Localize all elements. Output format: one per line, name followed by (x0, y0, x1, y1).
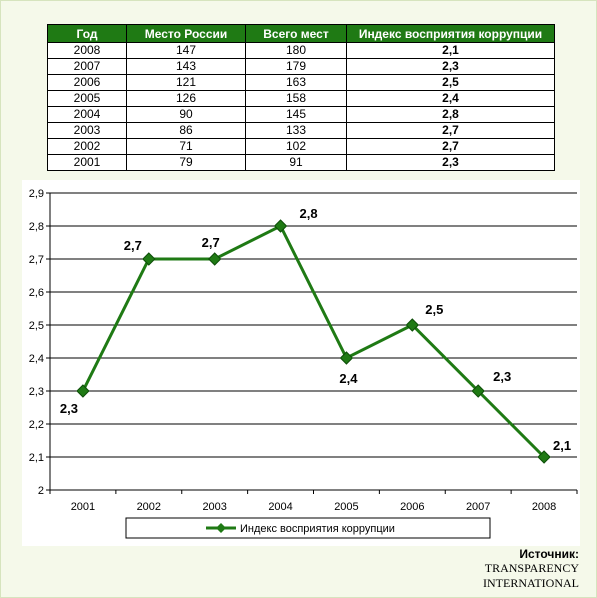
table-row: 2006 121 163 2,5 (47, 74, 555, 91)
legend-marker (216, 523, 226, 533)
table-cell: 2,5 (346, 74, 555, 91)
source-note: Источник: TRANSPARENCY INTERNATIONAL (483, 547, 579, 591)
x-tick-label: 2006 (400, 501, 424, 513)
y-tick-label: 2,8 (29, 221, 44, 233)
data-point-marker (142, 252, 156, 266)
header-russia-rank: Место России (126, 24, 246, 43)
table-cell: 2003 (47, 122, 127, 139)
legend-box (125, 517, 491, 539)
table-row: 2005 126 158 2,4 (47, 90, 555, 107)
data-label: 2,1 (553, 438, 571, 453)
table-row: 2004 90 145 2,8 (47, 106, 555, 123)
x-tick-label: 2007 (466, 501, 490, 513)
table-cell: 143 (126, 58, 246, 75)
y-tick-label: 2,4 (29, 353, 44, 365)
y-tick-label: 2 (38, 485, 44, 497)
table-cell: 90 (126, 106, 246, 123)
data-table: Год Место России Всего мест Индекс воспр… (47, 24, 555, 171)
data-point-marker (207, 252, 222, 266)
table-cell: 133 (245, 122, 347, 139)
y-tick-label: 2,1 (29, 452, 44, 464)
x-tick-label: 2005 (334, 501, 358, 513)
y-tick-label: 2,5 (29, 320, 44, 332)
table-cell: 2001 (47, 154, 127, 171)
source-line-2: INTERNATIONAL (483, 576, 579, 590)
table-cell: 2002 (47, 138, 127, 155)
table-cell: 91 (245, 154, 347, 171)
table-cell: 147 (126, 42, 246, 59)
table-cell: 2,3 (346, 58, 555, 75)
table-cell: 2,7 (346, 122, 555, 139)
table-cell: 2,7 (346, 138, 555, 155)
y-tick-label: 2,9 (29, 188, 44, 200)
data-label: 2,5 (425, 302, 443, 317)
data-label: 2,7 (124, 238, 142, 253)
data-label: 2,7 (202, 235, 220, 250)
table-row: 2003 86 133 2,7 (47, 122, 555, 139)
table-cell: 2007 (47, 58, 127, 75)
table-cell: 126 (126, 90, 246, 107)
table-cell: 102 (245, 138, 347, 155)
y-tick-label: 2,2 (29, 419, 44, 431)
x-tick-label: 2002 (137, 501, 161, 513)
y-tick-label: 2,3 (29, 386, 44, 398)
x-tick-label: 2004 (268, 501, 292, 513)
source-line-1: TRANSPARENCY (484, 561, 579, 575)
data-point-marker (339, 351, 354, 365)
series-line (81, 223, 546, 459)
table-cell: 2008 (47, 42, 127, 59)
x-tick-label: 2001 (71, 501, 95, 513)
table-cell: 2006 (47, 74, 127, 91)
table-cell: 121 (126, 74, 246, 91)
data-point-marker (471, 384, 485, 398)
x-tick-label: 2008 (532, 501, 556, 513)
data-label: 2,3 (60, 401, 78, 416)
data-point-marker (537, 450, 551, 464)
data-point-marker (405, 318, 420, 332)
table-row: 2001 79 91 2,3 (47, 154, 555, 171)
data-label: 2,8 (300, 206, 318, 221)
table-cell: 158 (245, 90, 347, 107)
data-label: 2,3 (493, 369, 511, 384)
table-cell: 2,8 (346, 106, 555, 123)
source-label: Источник: (519, 547, 579, 561)
table-row: 2008 147 180 2,1 (47, 42, 555, 59)
data-point-marker (273, 219, 288, 233)
table-cell: 145 (245, 106, 347, 123)
table-row: 2007 143 179 2,3 (47, 58, 555, 75)
table-row: 2002 71 102 2,7 (47, 138, 555, 155)
table-cell: 2004 (47, 106, 127, 123)
table-cell: 179 (245, 58, 347, 75)
header-year: Год (47, 24, 127, 43)
table-cell: 79 (126, 154, 246, 171)
table-cell: 2,4 (346, 90, 555, 107)
x-tick-label: 2003 (202, 501, 226, 513)
y-tick-label: 2,7 (29, 254, 44, 266)
data-point-marker (76, 384, 90, 398)
line-chart: 2 2,1 2,2 2,3 2,4 2,5 2,6 2,7 2,8 2,9 2001 2002 2003… (29, 188, 578, 539)
table-cell: 2,3 (346, 154, 555, 171)
header-total-places: Всего мест (245, 24, 347, 43)
table-cell: 163 (245, 74, 347, 91)
y-tick-label: 2,6 (29, 287, 44, 299)
table-cell: 2,1 (346, 42, 555, 59)
table-header-row: Год Место России Всего мест Индекс воспр… (47, 24, 555, 43)
table-cell: 180 (245, 42, 347, 59)
header-cpi: Индекс восприятия коррупции (346, 24, 555, 43)
legend-label: Индекс восприятия коррупции (240, 523, 395, 535)
data-label: 2,4 (339, 371, 358, 386)
chart-area: 2 2,1 2,2 2,3 2,4 2,5 2,6 2,7 2,8 2,9 2001 2002 2003… (22, 180, 580, 546)
table-cell: 71 (126, 138, 246, 155)
table-cell: 86 (126, 122, 246, 139)
table-cell: 2005 (47, 90, 127, 107)
